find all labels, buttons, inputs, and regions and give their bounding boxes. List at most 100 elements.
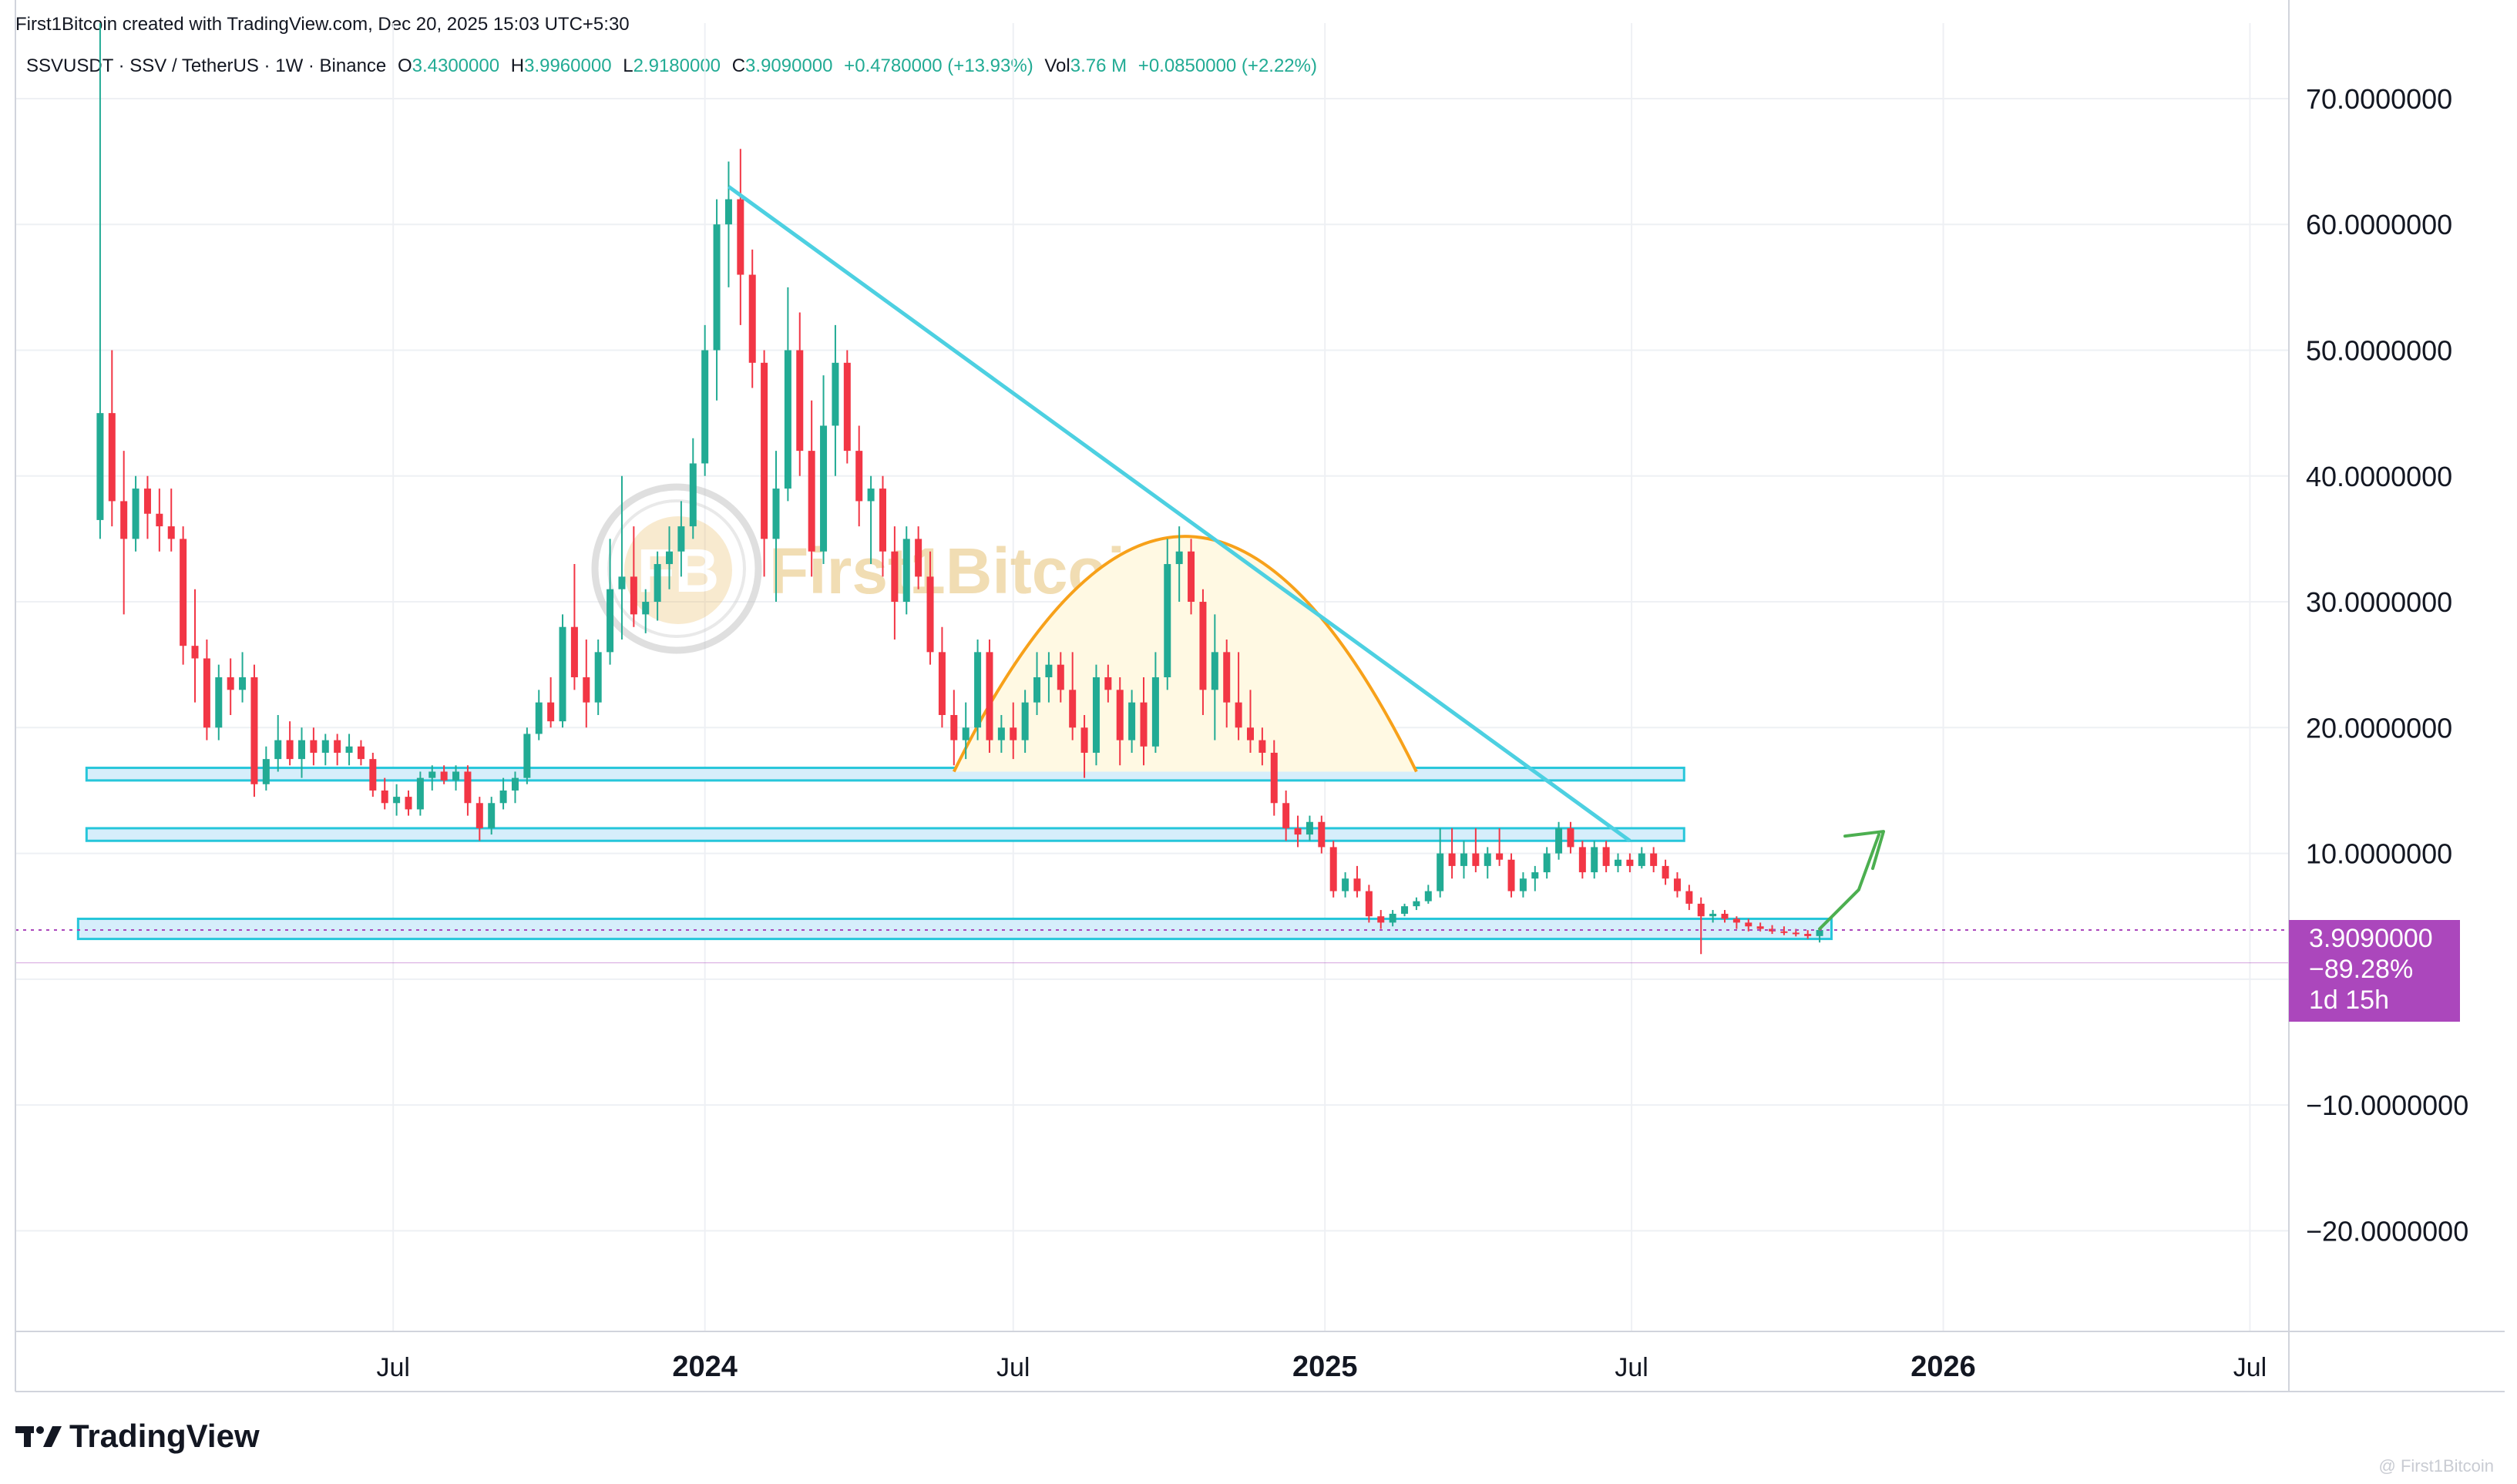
- candle-body: [274, 740, 282, 760]
- candle-body: [986, 652, 993, 740]
- candle-body: [250, 677, 258, 784]
- candle-body: [1780, 931, 1788, 933]
- candle-body: [677, 526, 685, 552]
- breakout-arrow-head: [1843, 830, 1886, 871]
- candle-body: [1555, 828, 1563, 854]
- candle-body: [1413, 901, 1420, 907]
- candle-body: [618, 576, 626, 589]
- candle-body: [1697, 903, 1705, 917]
- candle-body: [1673, 878, 1681, 891]
- x-tick-label: Jul: [2233, 1353, 2267, 1382]
- candle-body: [808, 451, 815, 552]
- candle-body: [855, 451, 863, 502]
- candle-body: [357, 746, 365, 760]
- candle-body: [1496, 853, 1504, 860]
- candle-body: [227, 677, 234, 690]
- candle-body: [701, 350, 709, 464]
- candle-body: [1258, 740, 1266, 753]
- change-value: +0.4780000 (+13.93%): [844, 55, 1033, 76]
- author-credit: @ First1Bitcoin: [2378, 1456, 2494, 1476]
- candle-body: [1116, 690, 1124, 740]
- candle-body: [1057, 664, 1064, 690]
- candle-body: [607, 589, 614, 653]
- open-value: 3.4300000: [412, 55, 500, 76]
- candle-body: [428, 771, 436, 778]
- candle-body: [1602, 847, 1610, 866]
- candle-body: [286, 740, 294, 760]
- candle-body: [1519, 878, 1527, 891]
- candle-body: [476, 803, 483, 828]
- descending-trendline: [727, 185, 1632, 843]
- candle-body: [1140, 702, 1148, 747]
- watermark-logo-coin: [624, 516, 732, 624]
- candle-body: [1021, 702, 1029, 740]
- candle-body: [1531, 872, 1539, 879]
- y-tick-label: 30.0000000: [2306, 586, 2452, 618]
- candle-body: [867, 489, 875, 502]
- candle-body: [488, 803, 496, 828]
- axes: 70.0000000 60.0000000 50.0000000 40.0000000…: [15, 0, 2505, 1392]
- y-tick-label: −20.0000000: [2306, 1215, 2468, 1247]
- candle-body: [108, 413, 116, 502]
- tradingview-logo-icon: [15, 1426, 62, 1447]
- candle-body: [1460, 853, 1467, 866]
- candle-body: [1080, 727, 1088, 753]
- candle-body: [167, 526, 175, 539]
- candle-body: [1472, 853, 1480, 866]
- candle-body: [926, 576, 934, 653]
- candle-body: [1010, 727, 1017, 740]
- candle-body: [642, 602, 650, 615]
- low-value: 2.9180000: [633, 55, 721, 76]
- last-price-change: −89.28%: [2309, 955, 2414, 984]
- close-label: C: [731, 55, 746, 76]
- candle-body: [748, 274, 756, 363]
- candle-body: [1235, 702, 1242, 728]
- candle-body: [1353, 878, 1361, 891]
- last-price-box: 3.9090000 −89.28% 1d 15h: [2289, 920, 2460, 1022]
- watermark-logo-inner: [607, 499, 746, 638]
- candle-body: [902, 539, 910, 603]
- candle-body: [1507, 859, 1515, 891]
- y-tick-label: 40.0000000: [2306, 461, 2452, 492]
- candle-body: [1306, 821, 1313, 835]
- drawing-overlays[interactable]: [15, 185, 2289, 964]
- candle-body: [724, 199, 732, 225]
- candle-body: [239, 677, 247, 690]
- candle-body: [1389, 913, 1396, 923]
- candle-body: [1318, 821, 1326, 848]
- candle-body: [156, 513, 163, 527]
- candle-body: [1484, 853, 1491, 866]
- candle-body: [1033, 677, 1041, 703]
- candle-body: [180, 539, 187, 646]
- candle-body: [191, 646, 199, 659]
- candle-body: [1401, 906, 1409, 914]
- candle-body: [1164, 564, 1171, 677]
- open-label: O: [397, 55, 412, 76]
- candle-body: [666, 551, 674, 565]
- tradingview-brand[interactable]: TradingView: [15, 1418, 260, 1455]
- candle-body: [203, 658, 210, 728]
- x-tick-label: Jul: [996, 1353, 1030, 1382]
- candle-body: [393, 797, 401, 804]
- candle-body: [321, 740, 329, 753]
- candle-body: [1437, 853, 1444, 891]
- candle-body: [1045, 664, 1053, 677]
- candle-body: [559, 626, 566, 722]
- y-tick-label: 60.0000000: [2306, 209, 2452, 240]
- candle-body: [143, 489, 151, 514]
- candle-body: [594, 652, 602, 703]
- candle-body: [1128, 702, 1136, 740]
- rounding-top-arc: [953, 535, 1418, 773]
- candle-body: [345, 746, 353, 753]
- candle-body: [1543, 853, 1551, 873]
- candle-body: [464, 771, 472, 804]
- candle-body: [1448, 853, 1456, 866]
- support-zone: [76, 917, 1833, 941]
- candle-body: [1294, 828, 1302, 835]
- symbol-label[interactable]: SSVUSDT · SSV / TetherUS · 1W · Binance: [26, 55, 387, 76]
- symbol-legend: SSVUSDT · SSV / TetherUS · 1W · Binance …: [26, 55, 1323, 77]
- candle-body: [772, 489, 780, 539]
- candle-body: [132, 489, 139, 539]
- candle-body: [1567, 828, 1574, 848]
